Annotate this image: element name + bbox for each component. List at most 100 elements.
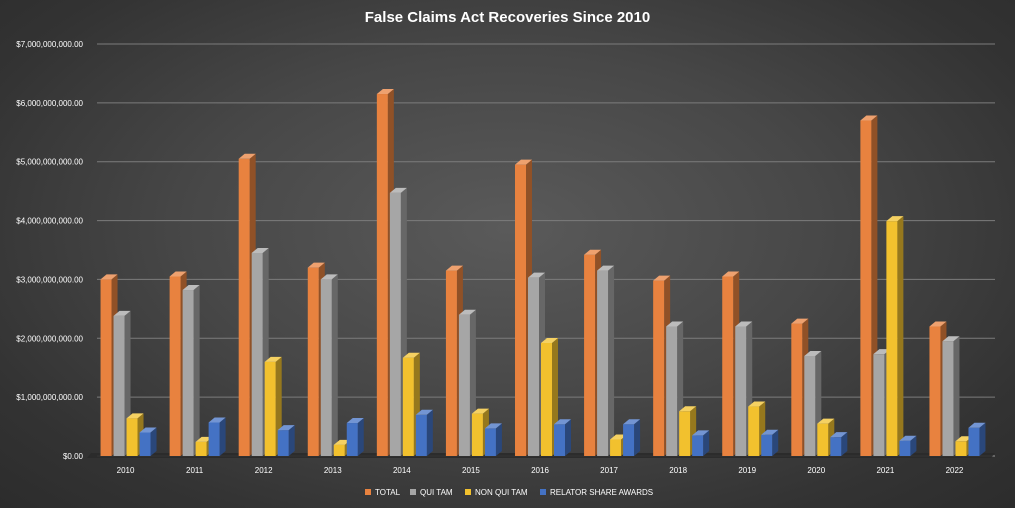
bar-relator-share-awards [484,428,496,456]
bar-top [113,310,131,316]
bar-top [458,309,476,315]
x-tick-label: 2017 [600,466,618,475]
bar-side [841,432,848,456]
bar-top [722,271,740,277]
bar-top [584,249,602,255]
bar-top [169,271,187,277]
bar-top [554,419,571,425]
bar-top [307,262,325,268]
bar-relator-share-awards [346,423,358,456]
bar-side [953,336,960,456]
legend-swatch [365,489,371,495]
legend-label: TOTAL [375,488,401,497]
bar-top [182,285,200,291]
bar-total [376,94,388,457]
bar-qui-tam [735,326,747,456]
bar-qui-tam [666,326,678,456]
bar-top [320,274,338,280]
bar-top [873,349,891,355]
x-tick-label: 2010 [117,466,135,475]
x-tick-label: 2020 [807,466,825,475]
x-tick-label: 2014 [393,466,411,475]
x-tick-label: 2018 [669,466,687,475]
x-tick-label: 2011 [186,466,204,475]
legend-swatch [465,489,471,495]
bar-relator-share-awards [554,424,565,456]
bar-top [415,409,433,415]
bar-top [623,419,641,425]
bar-qui-tam [942,341,954,456]
bar-relator-share-awards [623,424,635,456]
bar-top [100,274,118,280]
y-tick-label: $7,000,000,000.00 [16,40,83,49]
bar-side [910,435,917,456]
bar-side [426,409,433,456]
bar-relator-share-awards [968,427,980,456]
y-tick-label: $2,000,000,000.00 [16,334,83,343]
y-tick-label: $4,000,000,000.00 [16,217,83,226]
bar-top [666,321,684,327]
bar-total [584,254,596,456]
bar-non-qui-tam [264,361,276,456]
bar-total [515,164,526,456]
bar-top [376,89,394,95]
bar-top [830,432,848,438]
bar-top [735,321,753,327]
bar-relator-share-awards [208,422,220,456]
bar-non-qui-tam [679,411,691,456]
bar-qui-tam [251,252,263,456]
bar-top [899,435,917,441]
y-tick-label: $1,000,000,000.00 [16,393,83,402]
bar-top [139,427,157,433]
bar-total [860,120,872,456]
bar-non-qui-tam [541,342,552,456]
bar-top [541,337,558,343]
bar-total [722,276,734,456]
bar-top [195,436,213,442]
bar-total [100,279,112,456]
bar-qui-tam [113,315,125,456]
x-tick-label: 2019 [738,466,756,475]
bar-top [860,115,878,121]
legend-label: RELATOR SHARE AWARDS [550,488,653,497]
bar-side [193,285,200,456]
bar-top [126,413,144,419]
bar-relator-share-awards [830,437,842,456]
bar-top [333,439,351,445]
bar-side [608,265,615,456]
bar-top [402,352,420,358]
bar-non-qui-tam [610,439,622,456]
bar-top [264,356,282,362]
bar-top [817,418,835,424]
bar-top [679,406,697,412]
x-tick-label: 2022 [946,466,964,475]
bar-top [804,350,822,356]
bar-top [484,423,502,429]
bar-qui-tam [182,290,194,456]
bar-top [528,272,545,278]
bar-side [150,427,157,456]
bar-top [346,418,364,424]
x-tick-label: 2012 [255,466,273,475]
bar-non-qui-tam [886,221,898,456]
bar-side [331,274,338,456]
bar-side [288,425,295,456]
bar-total [929,326,941,456]
bar-top [929,321,947,327]
bar-top [389,187,407,193]
bar-total [653,280,665,456]
bar-top [955,436,973,442]
bar-relator-share-awards [139,432,151,456]
bar-top [748,401,766,407]
bar-top [597,265,615,271]
bar-top [238,153,256,159]
x-tick-label: 2015 [462,466,480,475]
legend-label: QUI TAM [420,488,453,497]
bar-top [445,265,463,271]
bar-top [471,408,489,414]
bar-top [761,429,779,435]
bar-non-qui-tam [126,418,138,456]
bar-qui-tam [320,279,332,456]
